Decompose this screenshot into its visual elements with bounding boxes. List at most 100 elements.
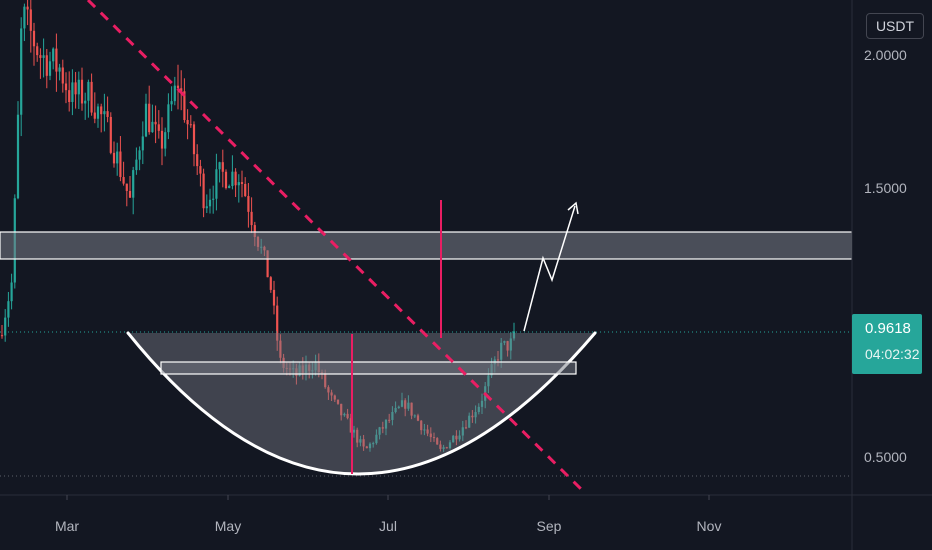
candle — [157, 110, 160, 139]
candle — [356, 427, 359, 448]
candle — [240, 170, 244, 198]
candle-body — [266, 250, 269, 278]
candle-body — [196, 154, 199, 167]
candle — [365, 445, 368, 449]
candle-body — [87, 81, 90, 101]
candle — [122, 161, 125, 186]
candle — [269, 276, 272, 293]
candle — [423, 423, 426, 436]
candle-body — [157, 124, 160, 131]
candle — [42, 38, 45, 78]
candle — [119, 136, 122, 182]
candle — [4, 309, 7, 342]
candle-body — [512, 331, 516, 339]
candle-body — [231, 171, 234, 187]
descending-trendline — [86, 0, 584, 492]
candle — [144, 93, 148, 138]
candle-body — [64, 83, 68, 91]
candle-body — [452, 435, 455, 443]
price-axis[interactable] — [852, 0, 932, 495]
candle — [244, 177, 247, 198]
candle — [68, 71, 71, 112]
candle-body — [327, 387, 330, 393]
candle — [218, 161, 221, 183]
candle — [429, 427, 432, 443]
candle — [135, 147, 138, 175]
candle — [116, 142, 119, 176]
x-tick-label: Jul — [379, 518, 397, 534]
candle-body — [125, 183, 128, 191]
candle — [20, 17, 23, 137]
candle-body — [365, 446, 368, 449]
candle — [391, 406, 394, 426]
candle-body — [237, 182, 240, 186]
candle — [362, 434, 365, 451]
candle-body — [208, 199, 212, 207]
candle — [480, 393, 484, 415]
candle-body — [183, 91, 186, 121]
candle-body — [215, 169, 218, 199]
candle — [109, 112, 112, 155]
candle-body — [436, 438, 439, 445]
candle — [346, 408, 349, 420]
candle — [410, 402, 413, 420]
candle-body — [381, 427, 384, 429]
candle — [212, 185, 215, 214]
candle-body — [330, 392, 333, 396]
candle-body — [397, 406, 400, 408]
candle-body — [199, 166, 202, 174]
candle-body — [77, 79, 80, 95]
candle-body — [448, 442, 452, 449]
candle-body — [506, 341, 509, 351]
cup-curve — [126, 331, 597, 476]
candle-body — [333, 395, 336, 400]
candle — [228, 184, 231, 189]
currency-badge[interactable]: USDT — [866, 13, 924, 39]
candle-body — [378, 427, 381, 435]
candle — [340, 403, 343, 421]
resistance-zone — [0, 231, 853, 260]
candle-body — [212, 198, 215, 200]
candle-body — [112, 152, 116, 164]
candle-body — [186, 120, 189, 125]
candle — [477, 403, 480, 415]
candle — [458, 430, 461, 442]
candle — [55, 33, 58, 92]
candle-body — [496, 359, 500, 361]
candle — [432, 432, 436, 442]
candle-body — [205, 206, 208, 209]
candle — [170, 86, 173, 112]
candle-body — [429, 433, 432, 438]
candle — [420, 420, 423, 435]
candle-body — [48, 61, 52, 76]
candle-body — [4, 317, 7, 336]
candle — [26, 0, 29, 26]
candle-body — [138, 150, 141, 160]
candle-body — [234, 171, 237, 186]
candle-body — [413, 415, 416, 417]
candle — [80, 67, 84, 111]
candle-body — [400, 400, 404, 407]
candle-body — [90, 81, 93, 113]
candle — [208, 188, 212, 214]
candle — [45, 49, 48, 89]
x-tick-label: May — [215, 518, 241, 534]
y-tick-label: 2.0000 — [864, 47, 907, 63]
candle — [413, 414, 416, 419]
candle-body — [442, 447, 445, 449]
candle — [436, 437, 439, 445]
candle-body — [45, 55, 48, 76]
candle-body — [336, 399, 340, 404]
candle-body — [128, 190, 132, 198]
candle-body — [503, 341, 506, 343]
candle-body — [132, 170, 135, 198]
candle — [237, 174, 240, 203]
candle — [112, 141, 116, 168]
candle-body — [80, 79, 84, 104]
candle — [160, 117, 164, 166]
candle-body — [362, 439, 365, 447]
candle — [407, 395, 410, 411]
candle — [461, 420, 464, 442]
candle-body — [173, 85, 176, 102]
